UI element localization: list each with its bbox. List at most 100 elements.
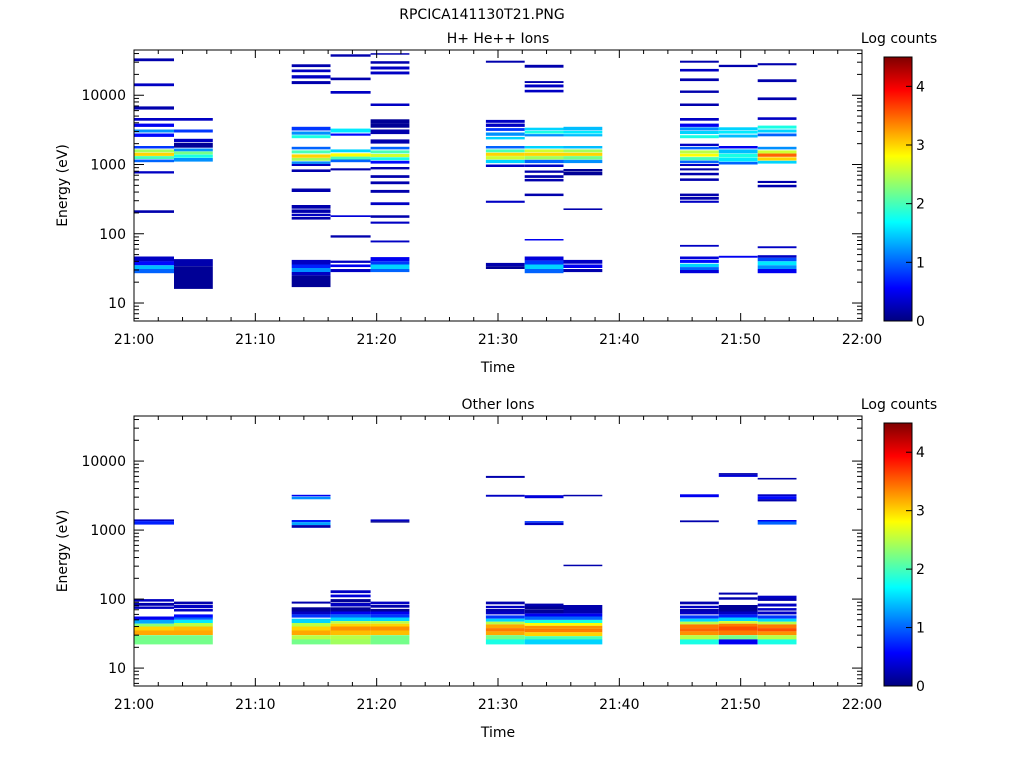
heatmap-cell: [134, 626, 174, 631]
heatmap-cell: [370, 53, 410, 55]
heatmap-cell: [680, 520, 719, 523]
heatmap-cell: [524, 178, 564, 182]
heatmap-cell: [134, 156, 174, 159]
heatmap-cell: [757, 97, 797, 101]
plot-frame: [133, 49, 863, 322]
heatmap-cell: [330, 617, 371, 621]
heatmap-cell: [134, 619, 174, 624]
heatmap-cell: [291, 611, 331, 615]
x-tick-label: 21:50: [720, 332, 760, 348]
heatmap-cell: [563, 134, 603, 137]
heatmap-cell: [563, 259, 603, 264]
heatmap-cell: [134, 146, 174, 149]
heatmap-cell: [680, 608, 719, 612]
heatmap-cell: [291, 494, 331, 497]
heatmap-cell: [718, 626, 758, 631]
heatmap-cell: [485, 611, 525, 615]
heatmap-cell: [330, 635, 371, 640]
heatmap-cell: [563, 625, 603, 629]
heatmap-cell: [291, 268, 331, 272]
heatmap-cell: [330, 621, 371, 624]
heatmap-cell: [757, 117, 797, 120]
heatmap-cell: [485, 624, 525, 629]
heatmap-cell: [370, 139, 410, 144]
heatmap-cell: [370, 621, 410, 624]
heatmap-cell: [291, 259, 331, 265]
heatmap-cell: [680, 628, 719, 632]
heatmap-cell: [757, 639, 797, 645]
heatmap-cell: [757, 496, 797, 500]
heatmap-cell: [718, 630, 758, 636]
x-tick-label: 22:00: [842, 332, 882, 348]
heatmap-cell: [291, 146, 331, 150]
heatmap-cell: [330, 639, 371, 645]
heatmap-cell: [370, 264, 410, 269]
heatmap-cell: [370, 202, 410, 206]
heatmap-cell: [757, 157, 797, 161]
heatmap-cell: [370, 614, 410, 618]
heatmap-cell: [291, 639, 331, 645]
heatmap-cell: [485, 475, 525, 478]
heatmap-cell: [370, 103, 410, 106]
x-axis-label: Time: [480, 725, 515, 741]
heatmap-cell: [718, 605, 758, 612]
heatmap-cell: [680, 256, 719, 260]
heatmap-cell: [757, 146, 797, 150]
heatmap-cell: [680, 123, 719, 127]
heatmap-cell: [291, 169, 331, 172]
heatmap-cell: [718, 131, 758, 134]
heatmap-cell: [757, 608, 797, 611]
heatmap-cell: [485, 601, 525, 605]
heatmap-cell: [370, 617, 410, 621]
heatmap-cell: [291, 520, 331, 523]
heatmap-cell: [330, 623, 371, 627]
heatmap-cell: [330, 594, 371, 598]
colorbar-label: Log counts: [861, 397, 937, 413]
heatmap-cell: [757, 129, 797, 133]
heatmap-cell: [563, 494, 603, 497]
heatmap-cell: [370, 146, 410, 150]
heatmap-cell: [291, 618, 331, 623]
heatmap-cell: [757, 257, 797, 262]
heatmap-cell: [291, 69, 331, 73]
heatmap-cell: [291, 150, 331, 154]
heatmap-cell: [757, 611, 797, 615]
heatmap-cell: [330, 54, 371, 57]
heatmap-cell: [524, 625, 564, 629]
heatmap-cell: [563, 131, 603, 134]
x-tick-label: 21:40: [599, 697, 639, 713]
heatmap-cell: [370, 150, 410, 154]
heatmap-cell: [291, 623, 331, 627]
heatmap-cell: [524, 193, 564, 197]
y-axis-label: Energy (eV): [55, 144, 71, 227]
heatmap-cell: [680, 168, 719, 171]
heatmap-cell: [680, 615, 719, 619]
heatmap-cell: [291, 635, 331, 640]
heatmap-cell: [174, 154, 213, 158]
heatmap-cell: [757, 184, 797, 188]
heatmap-cell: [718, 621, 758, 624]
heatmap-cell: [291, 525, 331, 528]
heatmap-cell: [330, 599, 371, 603]
heatmap-cell: [134, 602, 174, 606]
heatmap-cell: [370, 129, 410, 135]
plot-frame: [133, 415, 863, 687]
heatmap-cell: [680, 196, 719, 200]
colorbar-tick-label: 2: [916, 562, 925, 578]
heatmap-cell: [485, 60, 525, 63]
heatmap-cell: [757, 494, 797, 497]
y-tick-label: 10000: [81, 454, 126, 470]
heatmap-cell: [718, 597, 758, 600]
x-tick-label: 21:50: [720, 697, 760, 713]
heatmap-cell: [134, 269, 174, 274]
heatmap-cell: [485, 608, 525, 612]
heatmap-cell: [485, 156, 525, 160]
heatmap-cell: [370, 611, 410, 615]
heatmap-cell: [370, 240, 410, 243]
heatmap-cell: [680, 494, 719, 498]
heatmap-cell: [134, 149, 174, 153]
heatmap-cell: [680, 163, 719, 166]
heatmap-cell: [757, 63, 797, 66]
heatmap-cell: [485, 128, 525, 131]
heatmap-cell: [291, 209, 331, 213]
